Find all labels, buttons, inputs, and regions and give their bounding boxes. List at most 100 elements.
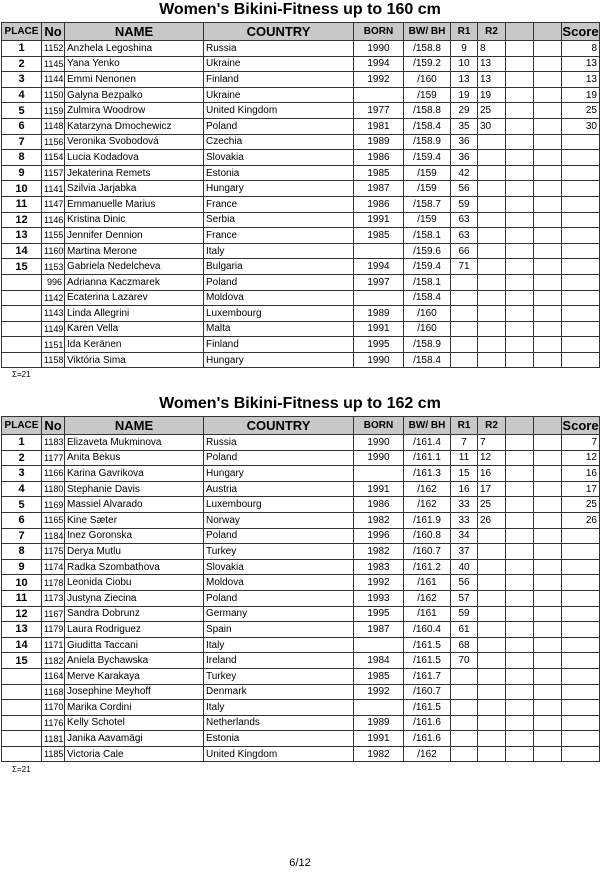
cell-bw-bh: /161.9	[403, 511, 451, 529]
cell-extra-2	[533, 480, 562, 498]
cell-bw-bh: /158.7	[403, 195, 451, 213]
cell-name: Radka Szombathova	[64, 558, 204, 576]
column-header-name: NAME	[64, 22, 204, 41]
cell-r2	[477, 289, 506, 307]
cell-score	[561, 180, 600, 197]
cell-extra-2	[533, 289, 562, 307]
cell-country: Moldova	[203, 289, 354, 307]
cell-name: Anita Bekus	[64, 449, 204, 467]
cell-extra-1	[505, 55, 534, 73]
cell-bw-bh: /161.5	[403, 636, 451, 654]
cell-born	[353, 289, 404, 307]
cell-country: Finland	[203, 71, 354, 88]
cell-bw-bh: /161.6	[403, 714, 451, 732]
cell-r1: 57	[450, 589, 478, 607]
cell-r2	[477, 227, 506, 244]
cell-r1: 42	[450, 164, 478, 182]
cell-extra-1	[505, 434, 534, 451]
cell-born	[353, 242, 404, 260]
cell-name: Galyna Bezpalko	[64, 86, 204, 104]
column-header-r2: R2	[477, 416, 506, 435]
cell-country: Poland	[203, 589, 354, 607]
cell-bw-bh: /160.7	[403, 543, 451, 560]
cell-score	[561, 336, 600, 353]
cell-country: Malta	[203, 320, 354, 338]
cell-place: 11	[1, 589, 42, 607]
cell-born	[353, 465, 404, 482]
cell-name: Derya Mutlu	[64, 543, 204, 560]
cell-name: Inez Goronska	[64, 527, 204, 545]
cell-extra-2	[533, 496, 562, 513]
cell-r1: 34	[450, 527, 478, 545]
cell-score	[561, 558, 600, 576]
cell-extra-1	[505, 211, 534, 229]
cell-place: 10	[1, 574, 42, 591]
cell-score: 25	[561, 102, 600, 119]
cell-name: Josephine Meyhoff	[64, 683, 204, 701]
cell-country: Moldova	[203, 574, 354, 591]
cell-name: Zulmira Woodrow	[64, 102, 204, 119]
cell-born: 1990	[353, 449, 404, 467]
cell-extra-2	[533, 336, 562, 353]
cell-number: 1179	[41, 621, 65, 638]
cell-number: 1170	[41, 699, 65, 716]
cell-number: 1156	[41, 133, 65, 151]
cell-bw-bh: /160.7	[403, 683, 451, 701]
cell-born: 1983	[353, 558, 404, 576]
table-row: 9 1174 Radka Szombathova Slovakia 1983/161.2…	[1, 558, 600, 576]
table-row: 1185 Victoria Cale United Kingdom 1982/162	[1, 745, 600, 763]
cell-bw-bh: /161.4	[403, 434, 451, 451]
cell-r1	[450, 305, 478, 322]
table-row: 1 1152 Anzhela Legoshina Russia 1990/158.8 9 8…	[1, 40, 600, 57]
table-row: 4 1150 Galyna Bezpalko Ukraine/159 19 19 19	[1, 86, 600, 104]
cell-r2: 8	[477, 40, 506, 57]
cell-number: 1164	[41, 667, 65, 685]
cell-number: 1185	[41, 745, 65, 763]
cell-r1: 61	[450, 621, 478, 638]
cell-r1: 15	[450, 465, 478, 482]
cell-bw-bh: /158.9	[403, 336, 451, 353]
table-row: 7 1184 Inez Goronska Poland 1996/160.8 34	[1, 527, 600, 545]
cell-score	[561, 574, 600, 591]
cell-r2	[477, 745, 506, 763]
cell-r1	[450, 320, 478, 338]
cell-extra-1	[505, 714, 534, 732]
table-row: 1170 Marika Cordini Italy/161.5	[1, 699, 600, 716]
cell-r1: 59	[450, 195, 478, 213]
table-row: 1143 Linda Allegrini Luxembourg 1989/160	[1, 305, 600, 322]
cell-place	[1, 351, 42, 369]
cell-r1	[450, 289, 478, 307]
cell-country: Ireland	[203, 652, 354, 669]
cell-place: 3	[1, 71, 42, 88]
cell-country: Ukraine	[203, 55, 354, 73]
cell-country: United Kingdom	[203, 102, 354, 119]
cell-born: 1982	[353, 511, 404, 529]
table-row: 3 1144 Emmi Nenonen Finland 1992/160 13 13 13	[1, 71, 600, 88]
cell-country: Austria	[203, 480, 354, 498]
cell-place: 12	[1, 211, 42, 229]
cell-extra-1	[505, 621, 534, 638]
cell-extra-1	[505, 305, 534, 322]
cell-bw-bh: /158.1	[403, 273, 451, 291]
cell-score	[561, 320, 600, 338]
cell-place	[1, 683, 42, 701]
cell-extra-2	[533, 211, 562, 229]
cell-extra-2	[533, 699, 562, 716]
cell-place: 6	[1, 511, 42, 529]
cell-r2: 13	[477, 55, 506, 73]
cell-r1: 19	[450, 86, 478, 104]
cell-score: 13	[561, 71, 600, 88]
cell-country: Turkey	[203, 667, 354, 685]
cell-r2	[477, 211, 506, 229]
cell-name: Karen Vella	[64, 320, 204, 338]
cell-bw-bh: /158.8	[403, 40, 451, 57]
cell-number: 1157	[41, 164, 65, 182]
table-title: Women's Bikini-Fitness up to 160 cm	[159, 1, 441, 18]
cell-born: 1989	[353, 305, 404, 322]
cell-r1: 7	[450, 434, 478, 451]
cell-bw-bh: /162	[403, 745, 451, 763]
cell-score: 12	[561, 449, 600, 467]
column-header-extra-2	[533, 22, 562, 41]
cell-score	[561, 195, 600, 213]
cell-name: Lucia Kodadova	[64, 149, 204, 166]
